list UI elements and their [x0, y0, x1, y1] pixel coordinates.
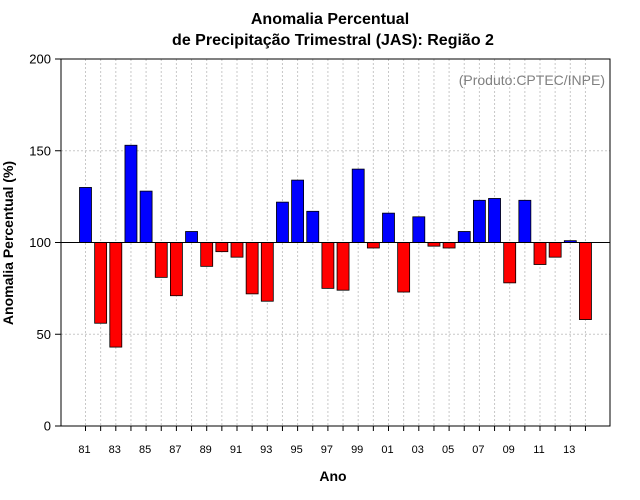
bar-08 [488, 198, 501, 243]
x-tick-label: 13 [563, 444, 575, 456]
x-tick-label: 07 [472, 444, 484, 456]
bar-06 [457, 231, 471, 243]
grid [61, 59, 610, 426]
bar-00 [366, 242, 380, 249]
bar-10 [518, 199, 532, 243]
x-tick-label: 01 [381, 444, 393, 456]
y-tick-label: 50 [37, 327, 51, 342]
bar-96 [306, 210, 320, 243]
y-axis: 0 50 100 150 200 [29, 52, 61, 434]
bar-02 [397, 242, 411, 293]
x-tick-label: 87 [169, 444, 181, 456]
x-axis-title: Ano [319, 468, 346, 484]
x-tick-label: 11 [533, 444, 544, 456]
x-tick-label: 89 [200, 444, 212, 456]
x-tick-label: 05 [442, 444, 454, 456]
y-axis-title: Anomalia Percentual (%) [0, 161, 16, 325]
chart-title-line-1: Anomalia Percentual [251, 11, 409, 28]
x-tick-label: 99 [351, 444, 363, 456]
x-axis: 81 83 85 87 89 91 93 95 97 99 01 03 05 07 09 11 13 [78, 426, 586, 456]
bar-12 [548, 242, 562, 258]
bar-98 [336, 242, 350, 291]
x-tick-label: 81 [78, 444, 90, 456]
y-tick-label: 100 [29, 235, 51, 250]
bar-03 [412, 216, 426, 243]
bar-97 [321, 242, 335, 289]
bar-95 [291, 179, 305, 243]
bar-14 [579, 242, 592, 320]
x-tick-label: 93 [260, 444, 272, 456]
bar-99 [351, 168, 365, 243]
bar-87 [169, 242, 183, 297]
bar-89 [200, 242, 214, 267]
chart-title-line-2: de Precipitação Trimestral (JAS): Região… [172, 32, 494, 49]
bar-01 [382, 212, 395, 243]
bar-83 [109, 242, 123, 348]
y-tick-label: 0 [44, 419, 51, 434]
bar-05 [442, 242, 456, 249]
bar-81 [79, 187, 92, 243]
bar-90 [215, 242, 229, 253]
y-tick-label: 200 [29, 52, 51, 67]
bar-11 [533, 242, 547, 265]
x-tick-label: 83 [109, 444, 121, 456]
bar-94 [276, 201, 289, 243]
bars [79, 144, 592, 348]
bar-04 [427, 242, 441, 247]
bar-84 [124, 144, 138, 243]
x-tick-label: 09 [503, 444, 515, 456]
x-tick-label: 85 [139, 444, 151, 456]
bar-88 [185, 231, 198, 243]
x-tick-label: 95 [290, 444, 302, 456]
bar-09 [503, 242, 517, 284]
bar-82 [94, 242, 108, 324]
x-tick-label: 91 [230, 444, 242, 456]
bar-92 [245, 242, 259, 295]
bar-93 [260, 242, 274, 302]
bar-85 [139, 190, 153, 243]
x-tick-label: 97 [321, 444, 333, 456]
bar-86 [154, 242, 168, 278]
source-label: (Produto:CPTEC/INPE) [459, 72, 605, 88]
y-tick-label: 150 [29, 143, 51, 158]
bar-91 [230, 242, 244, 258]
x-tick-label: 03 [412, 444, 424, 456]
bar-07 [472, 199, 486, 243]
